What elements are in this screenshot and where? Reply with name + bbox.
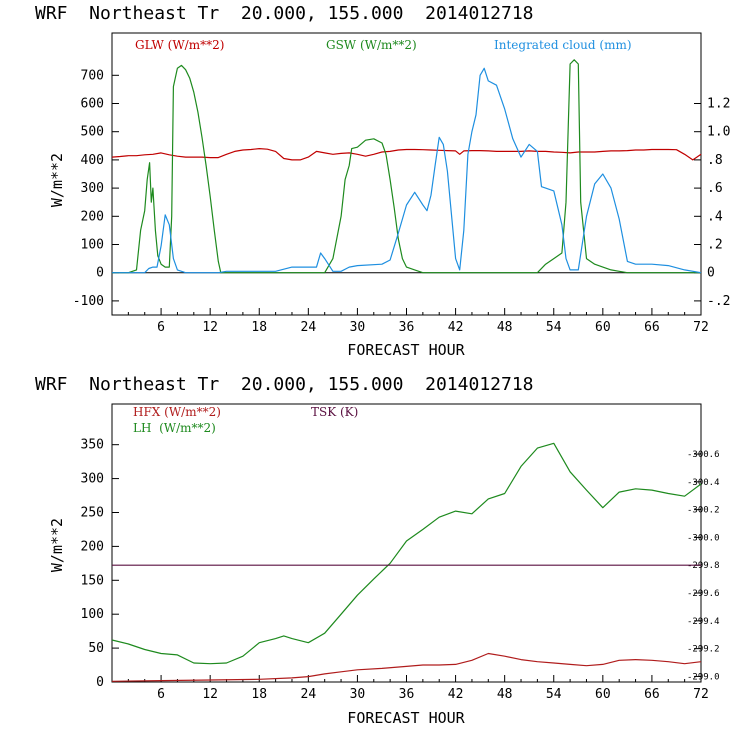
y-tick-label: 350 [81,438,104,453]
x-tick-label: 24 [301,320,317,335]
panel-2-xlabel: FORECAST HOUR [347,709,465,727]
x-tick-label: 42 [448,320,464,335]
x-tick-label: 6 [157,320,165,335]
y-tick-label: 200 [81,539,104,554]
y2-tick-label: -299.6 [687,589,720,599]
x-tick-label: 66 [644,687,660,702]
x-tick-label: 72 [693,320,709,335]
x-tick-label: 60 [595,687,611,702]
y-tick-label: 600 [81,97,104,112]
y2-tick-label: .6 [707,181,723,196]
x-tick-label: 72 [693,687,709,702]
x-tick-label: 42 [448,687,464,702]
panel-2-axes: 6 12 18 24 30 36 42 48 54 60 66 72 0 50 100 150 200 250 30… [81,438,720,702]
x-tick-label: 60 [595,320,611,335]
panel-1-xlabel: FORECAST HOUR [347,341,465,359]
x-tick-label: 48 [497,320,513,335]
y-tick-label: 0 [96,266,104,281]
legend-hfx: HFX (W/m**2) [133,405,221,419]
x-tick-label: 66 [644,320,660,335]
y2-tick-label: -299.4 [687,617,720,627]
y2-tick-label: 1.0 [707,125,730,140]
y2-tick-label: .4 [707,209,723,224]
y-tick-label: -100 [73,294,104,309]
y2-tick-label: -299.2 [687,645,720,655]
y-tick-label: 300 [81,181,104,196]
y-tick-label: 100 [81,607,104,622]
x-tick-label: 54 [546,320,562,335]
series-line-gsw-w-m [112,59,701,274]
y-tick-label: 200 [81,209,104,224]
y2-tick-label: -300.4 [687,478,720,488]
series-line-glw-w-m [111,148,702,161]
x-tick-label: 18 [251,320,267,335]
x-tick-label: 12 [202,687,218,702]
y-tick-label: 250 [81,505,104,520]
panel-2-series [111,442,702,682]
legend-glw: GLW (W/m**2) [135,38,224,52]
y-tick-label: 100 [81,238,104,253]
x-tick-label: 6 [157,687,165,702]
x-tick-label: 54 [546,687,562,702]
legend-gsw: GSW (W/m**2) [326,38,417,52]
series-line-lh-w-m [111,442,702,665]
x-tick-label: 30 [350,320,366,335]
y-tick-label: 300 [81,472,104,487]
y-tick-label: 400 [81,153,104,168]
panel-fluxes-tsk: WRF Northeast Tr 20.000, 155.000 2014012… [35,374,720,727]
y2-tick-label: -.2 [707,294,730,309]
x-tick-label: 48 [497,687,513,702]
y-tick-label: 50 [88,641,104,656]
y2-tick-label: 0 [707,266,715,281]
series-line-hfx-w-m [111,652,702,682]
y2-tick-label: 1.2 [707,97,730,112]
y2-tick-label: -300.0 [687,533,720,543]
panel-radiation-cloud: WRF Northeast Tr 20.000, 155.000 2014012… [35,3,730,359]
panel-2-plot-frame [111,403,702,683]
y2-tick-label: -300.6 [687,450,720,460]
y-tick-label: 0 [96,675,104,690]
y2-tick-label: .2 [707,238,723,253]
y2-tick-label: -299.8 [687,561,720,571]
panel-2-ylabel: W/m**2 [48,518,66,572]
x-tick-label: 36 [399,687,415,702]
panel-1-axes: 6 12 18 24 30 36 42 48 54 60 66 72 -100 0 100 200 300 400… [73,68,731,335]
x-tick-label: 12 [202,320,218,335]
x-tick-label: 36 [399,320,415,335]
x-tick-label: 24 [301,687,317,702]
panel-1-series [111,59,702,274]
panel-2-header: WRF Northeast Tr 20.000, 155.000 2014012… [35,374,534,395]
x-tick-label: 18 [251,687,267,702]
legend-tsk: TSK (K) [311,405,358,419]
y2-tick-label: -299.0 [687,672,720,682]
series-line-integrated-cloud-mm [112,67,702,274]
y-tick-label: 700 [81,68,104,83]
x-tick-label: 30 [350,687,366,702]
y2-tick-label: .8 [707,153,723,168]
legend-lh: LH (W/m**2) [133,421,216,435]
y-tick-label: 150 [81,573,104,588]
legend-integrated-cloud: Integrated cloud (mm) [494,38,632,52]
panel-1-ylabel: W/m**2 [48,153,66,207]
panel-1-header: WRF Northeast Tr 20.000, 155.000 2014012… [35,3,534,24]
y-tick-label: 500 [81,125,104,140]
y2-tick-label: -300.2 [687,506,720,516]
